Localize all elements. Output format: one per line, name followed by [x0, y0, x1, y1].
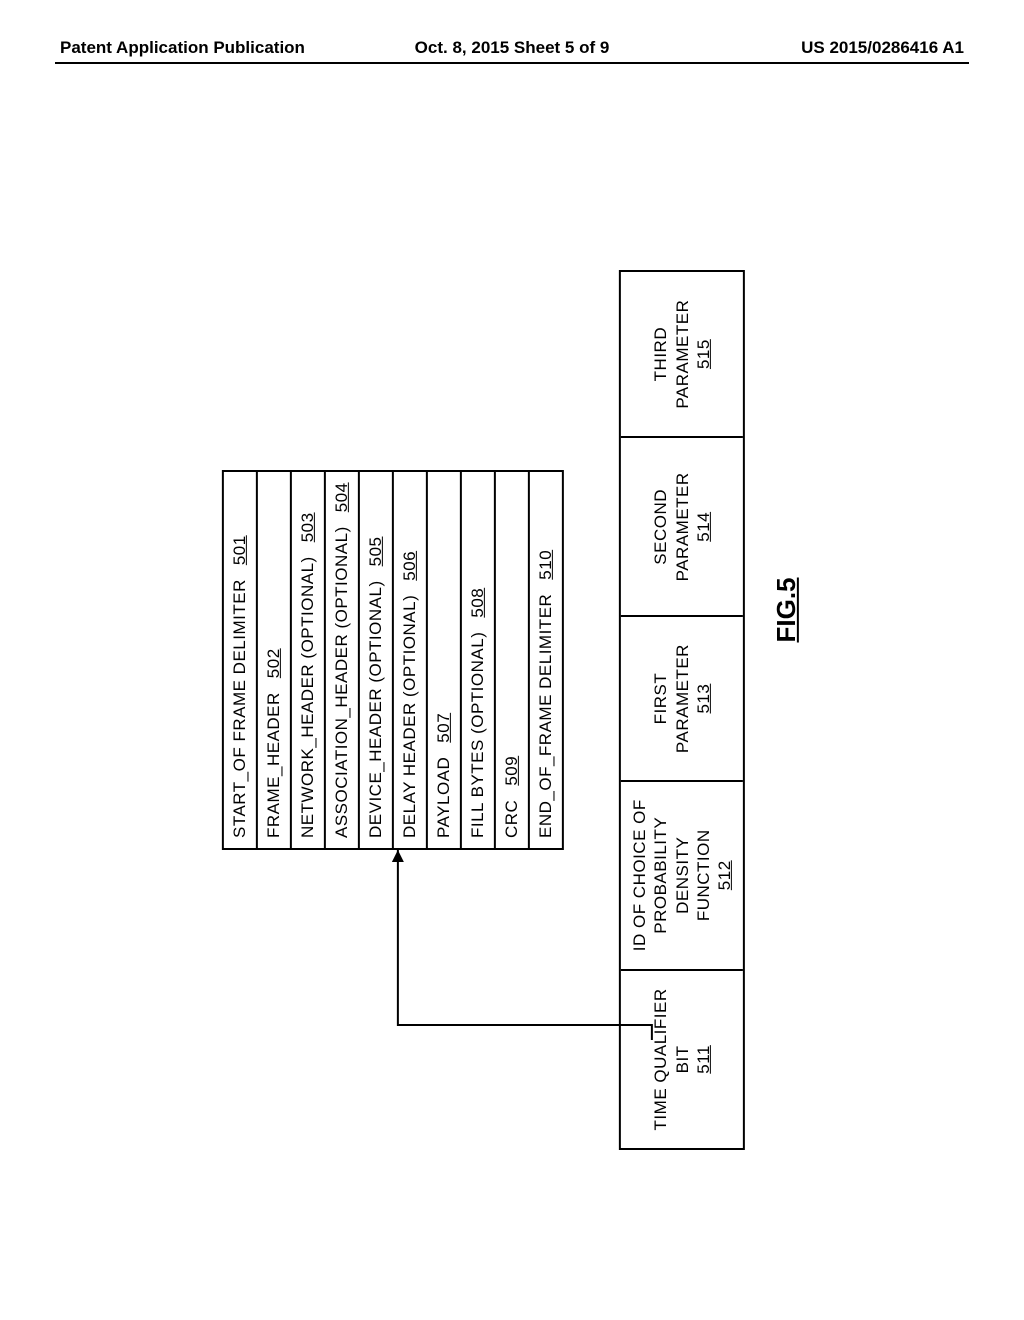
- reference-number: 514: [693, 512, 714, 542]
- frame-row: ASSOCIATION_HEADER (OPTIONAL)504: [326, 472, 360, 848]
- header-rule: [55, 62, 969, 64]
- frame-row-label: END_OF_FRAME DELIMITER: [536, 594, 555, 838]
- frame-row: NETWORK_HEADER (OPTIONAL)503: [292, 472, 326, 848]
- reference-number: 510: [536, 550, 555, 594]
- reference-number: 504: [332, 482, 351, 526]
- frame-row: FRAME_HEADER502: [258, 472, 292, 848]
- reference-number: 507: [434, 713, 453, 757]
- frame-row-label: CRC: [502, 800, 521, 838]
- reference-number: 512: [714, 860, 735, 890]
- reference-number: 502: [264, 648, 283, 692]
- frame-row: START_OF FRAME DELIMITER501: [224, 472, 258, 848]
- reference-number: 508: [468, 588, 487, 632]
- frame-row: PAYLOAD507: [428, 472, 462, 848]
- frame-row: CRC509: [496, 472, 530, 848]
- pub-label: Patent Application Publication: [60, 38, 305, 58]
- frame-row-label: START_OF FRAME DELIMITER: [230, 579, 249, 838]
- delay-cell: FIRST PARAMETER513: [621, 615, 743, 779]
- frame-row: END_OF_FRAME DELIMITER510: [530, 472, 562, 848]
- frame-row-label: FILL BYTES (OPTIONAL): [468, 632, 487, 838]
- frame-row-label: DEVICE_HEADER (OPTIONAL): [366, 580, 385, 838]
- delay-cell-line: FUNCTION: [693, 829, 714, 921]
- frame-row-label: ASSOCIATION_HEADER (OPTIONAL): [332, 526, 351, 838]
- frame-row-label: DELAY HEADER (OPTIONAL): [400, 595, 419, 838]
- pub-number: US 2015/0286416 A1: [801, 38, 964, 58]
- reference-number: 509: [502, 756, 521, 800]
- frame-structure-table: START_OF FRAME DELIMITER501FRAME_HEADER5…: [222, 470, 564, 850]
- callout-arrow: [382, 840, 672, 1040]
- figure-label: FIG.5: [771, 210, 802, 1010]
- figure-container: START_OF FRAME DELIMITER501FRAME_HEADER5…: [222, 210, 802, 1110]
- delay-cell: SECOND PARAMETER514: [621, 436, 743, 615]
- reference-number: 511: [693, 1045, 714, 1074]
- reference-number: 501: [230, 535, 249, 579]
- delay-cell-line: THIRD PARAMETER: [650, 282, 693, 426]
- reference-number: 506: [400, 551, 419, 595]
- frame-row: FILL BYTES (OPTIONAL)508: [462, 472, 496, 848]
- frame-row: DEVICE_HEADER (OPTIONAL)505: [360, 472, 394, 848]
- reference-number: 503: [298, 512, 317, 556]
- sheet-label: Oct. 8, 2015 Sheet 5 of 9: [415, 38, 610, 58]
- frame-row-label: PAYLOAD: [434, 757, 453, 838]
- reference-number: 515: [693, 339, 714, 369]
- frame-row-label: NETWORK_HEADER (OPTIONAL): [298, 556, 317, 838]
- delay-cell: THIRD PARAMETER515: [621, 272, 743, 436]
- frame-row: DELAY HEADER (OPTIONAL)506: [394, 472, 428, 848]
- delay-cell-line: SECOND PARAMETER: [650, 448, 693, 605]
- reference-number: 513: [693, 684, 714, 714]
- frame-row-label: FRAME_HEADER: [264, 692, 283, 838]
- reference-number: 505: [366, 537, 385, 581]
- delay-cell-line: FIRST PARAMETER: [650, 627, 693, 769]
